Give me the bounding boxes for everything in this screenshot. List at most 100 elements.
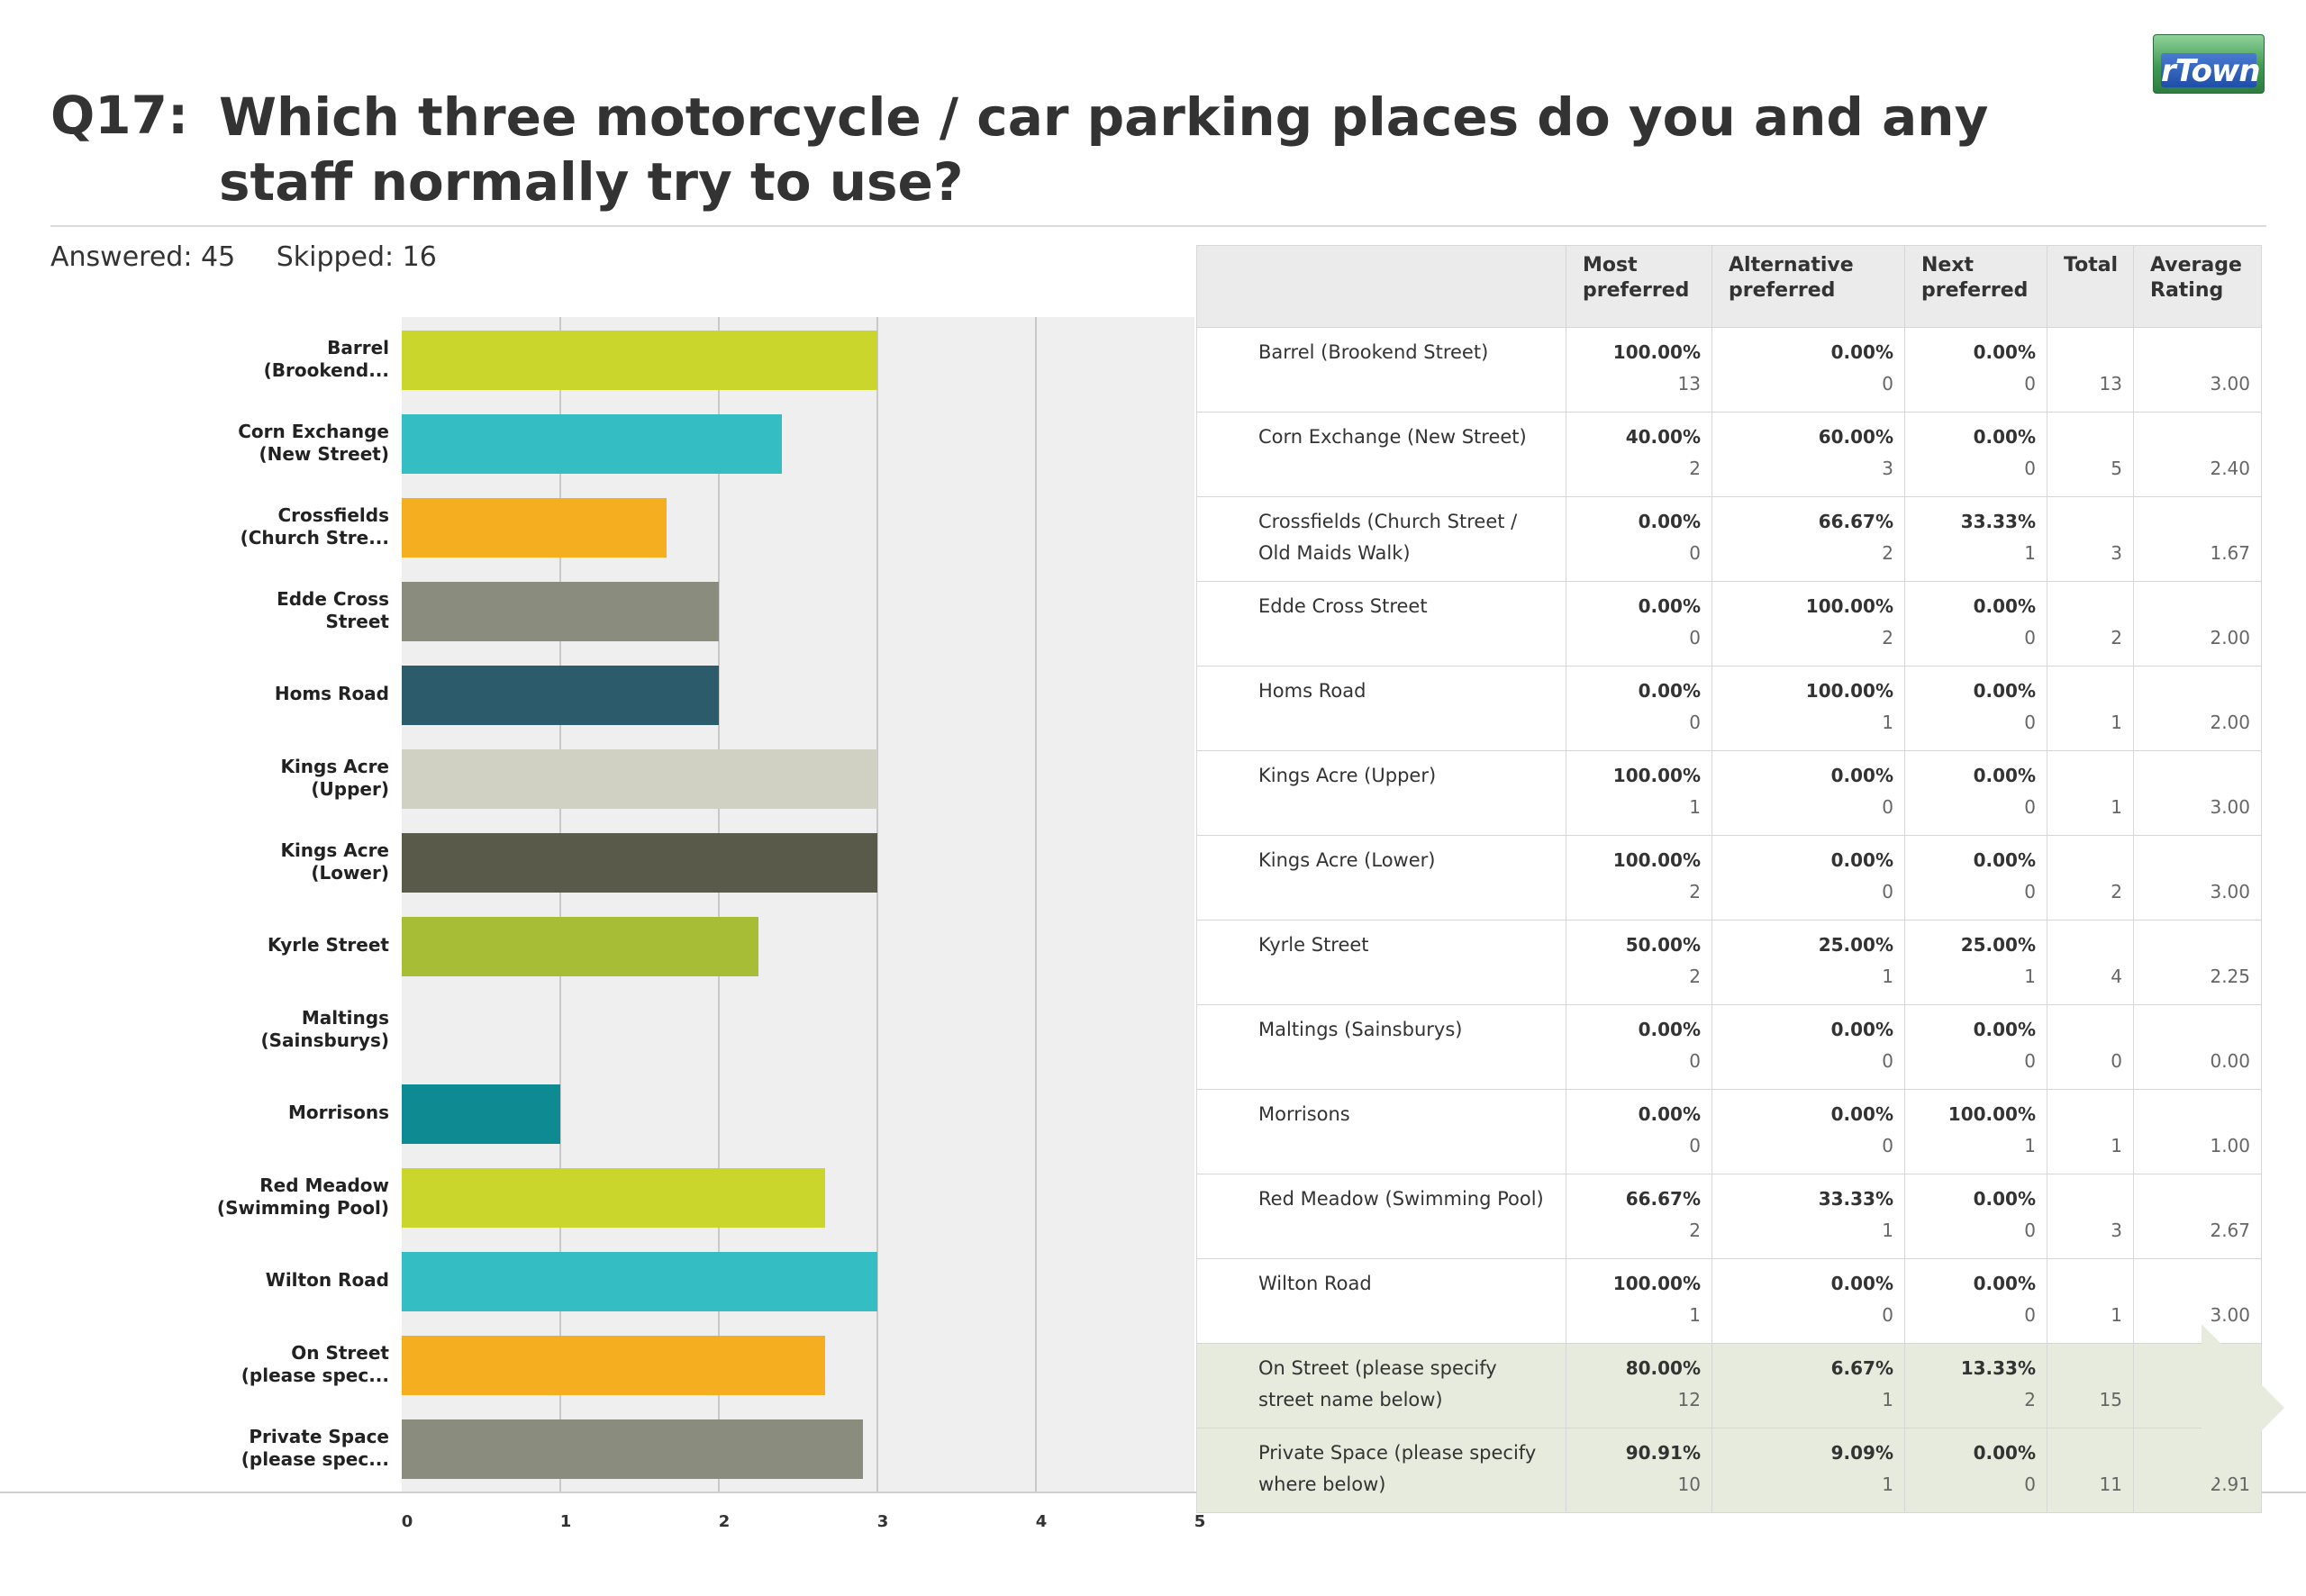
cell-percent: 0.00% (1638, 1019, 1701, 1040)
cell-count: 10 (1677, 1474, 1701, 1495)
cell-next: 33.33% 1 (1904, 496, 2047, 582)
column-header: Most preferred (1566, 245, 1712, 328)
cell-avg: 1.67 (2133, 496, 2262, 582)
cell-avg: 3.00 (2133, 327, 2262, 413)
cell-value: 2.00 (2210, 712, 2250, 733)
cell-total: 1 (2047, 1089, 2134, 1174)
category-label-line: (Brookend... (263, 358, 389, 381)
category-label: Maltings (Sainsburys) (180, 1007, 389, 1052)
cell-count: 0 (2024, 1220, 2036, 1241)
cell-avg: 2.40 (2133, 412, 2262, 497)
column-header: Total (2047, 245, 2134, 328)
cell-total: 1 (2047, 1258, 2134, 1344)
cell-percent: 40.00% (1625, 426, 1701, 448)
cell-count: 1 (1882, 1474, 1893, 1495)
cell-next: 0.00% 0 (1904, 327, 2047, 413)
cell-most: 0.00% 0 (1566, 666, 1712, 751)
cell-avg: 2.00 (2133, 581, 2262, 667)
category-label-line: Edde Cross (277, 587, 389, 610)
cell-count: 0 (1882, 1304, 1893, 1326)
cell-percent: 0.00% (1638, 595, 1701, 617)
cell-count: 0 (1882, 796, 1893, 818)
category-label-line: Private Space (249, 1425, 389, 1447)
category-label-line: Wilton Road (265, 1269, 389, 1291)
cell-alt: 0.00% 0 (1711, 1089, 1905, 1174)
cell-total: 15 (2047, 1343, 2134, 1428)
category-label: On Street (please spec... (180, 1342, 389, 1387)
cell-total: 2 (2047, 835, 2134, 920)
cell-percent: 0.00% (1638, 680, 1701, 702)
cell-count: 0 (1689, 1135, 1701, 1156)
cell-percent: 0.00% (1638, 511, 1701, 532)
category-label-line: Street (325, 610, 389, 632)
cell-percent: 0.00% (1830, 849, 1893, 871)
cell-value: 4 (2111, 966, 2122, 987)
column-header: Alternative preferred (1711, 245, 1905, 328)
cell-next: 100.00% 1 (1904, 1089, 2047, 1174)
cell-next: 13.33% 2 (1904, 1343, 2047, 1428)
cell-alt: 60.00% 3 (1711, 412, 1905, 497)
table-row: Maltings (Sainsburys) 0.00% 0 0.00% 0 0.00% 0 0… (1196, 1004, 2262, 1090)
table-row: Morrisons 0.00% 0 0.00% 0 100.00% 1 1 1.00 (1196, 1089, 2262, 1174)
bar (402, 1084, 560, 1144)
row-label: Private Space (please specify where belo… (1196, 1428, 1566, 1513)
cell-alt: 0.00% 0 (1711, 835, 1905, 920)
cell-most: 66.67% 2 (1566, 1174, 1712, 1259)
category-label-line: Crossfields (277, 503, 389, 526)
cell-most: 50.00% 2 (1566, 920, 1712, 1005)
category-label-line: Kyrle Street (267, 934, 389, 956)
cell-count: 0 (2024, 458, 2036, 479)
category-label-line: Red Meadow (259, 1174, 389, 1196)
cell-count: 0 (2024, 627, 2036, 648)
x-tick-label: 0 (401, 1512, 413, 1531)
cell-total: 0 (2047, 1004, 2134, 1090)
cell-count: 1 (2024, 966, 2036, 987)
chart-plot-area (402, 317, 1194, 1492)
cell-percent: 33.33% (1818, 1188, 1893, 1210)
cell-percent: 0.00% (1973, 1442, 2036, 1464)
cell-next: 0.00% 0 (1904, 1174, 2047, 1259)
category-label: Private Space (please spec... (180, 1426, 389, 1471)
cell-count: 1 (1882, 1220, 1893, 1241)
cell-percent: 100.00% (1947, 1103, 2036, 1125)
cell-total: 2 (2047, 581, 2134, 667)
cell-value: 15 (2099, 1389, 2122, 1410)
row-label: Kings Acre (Upper) (1196, 750, 1566, 836)
cell-alt: 66.67% 2 (1711, 496, 1905, 582)
cell-value: 1.67 (2210, 542, 2250, 564)
cell-count: 2 (1689, 881, 1701, 902)
category-label: Homs Road (180, 683, 389, 705)
x-gridline (559, 317, 561, 1492)
cell-most: 100.00% 1 (1566, 750, 1712, 836)
answered-count: Answered: 45 (50, 241, 236, 273)
table-row: Barrel (Brookend Street) 100.00% 13 0.00% 0 0… (1196, 327, 2262, 413)
cell-count: 2 (1882, 542, 1893, 564)
bar (402, 665, 719, 725)
table-row: Wilton Road 100.00% 1 0.00% 0 0.00% 0 1 3.00 (1196, 1258, 2262, 1344)
row-label: Red Meadow (Swimming Pool) (1196, 1174, 1566, 1259)
category-label: Kings Acre (Lower) (180, 839, 389, 884)
row-label: Corn Exchange (New Street) (1196, 412, 1566, 497)
cell-count: 12 (1677, 1389, 1701, 1410)
cell-count: 13 (1677, 373, 1701, 394)
cell-most: 90.91% 10 (1566, 1428, 1712, 1513)
category-label-line: Maltings (301, 1006, 389, 1029)
row-label: Edde Cross Street (1196, 581, 1566, 667)
column-header (1196, 245, 1566, 328)
bar (402, 1335, 825, 1395)
category-label-line: Morrisons (287, 1102, 389, 1123)
cell-count: 3 (1882, 458, 1893, 479)
cell-avg: 2.67 (2133, 1174, 2262, 1259)
table-row: Red Meadow (Swimming Pool) 66.67% 2 33.33% 1… (1196, 1174, 2262, 1259)
x-tick-label: 1 (559, 1512, 572, 1531)
cell-total: 3 (2047, 496, 2134, 582)
bar (402, 581, 719, 641)
cell-alt: 9.09% 1 (1711, 1428, 1905, 1513)
cell-percent: 0.00% (1973, 680, 2036, 702)
cell-value: 1 (2111, 796, 2122, 818)
category-label: Wilton Road (180, 1269, 389, 1292)
category-label-line: (Swimming Pool) (216, 1196, 389, 1219)
cell-total: 1 (2047, 750, 2134, 836)
x-tick-label: 2 (718, 1512, 731, 1531)
row-label: Wilton Road (1196, 1258, 1566, 1344)
